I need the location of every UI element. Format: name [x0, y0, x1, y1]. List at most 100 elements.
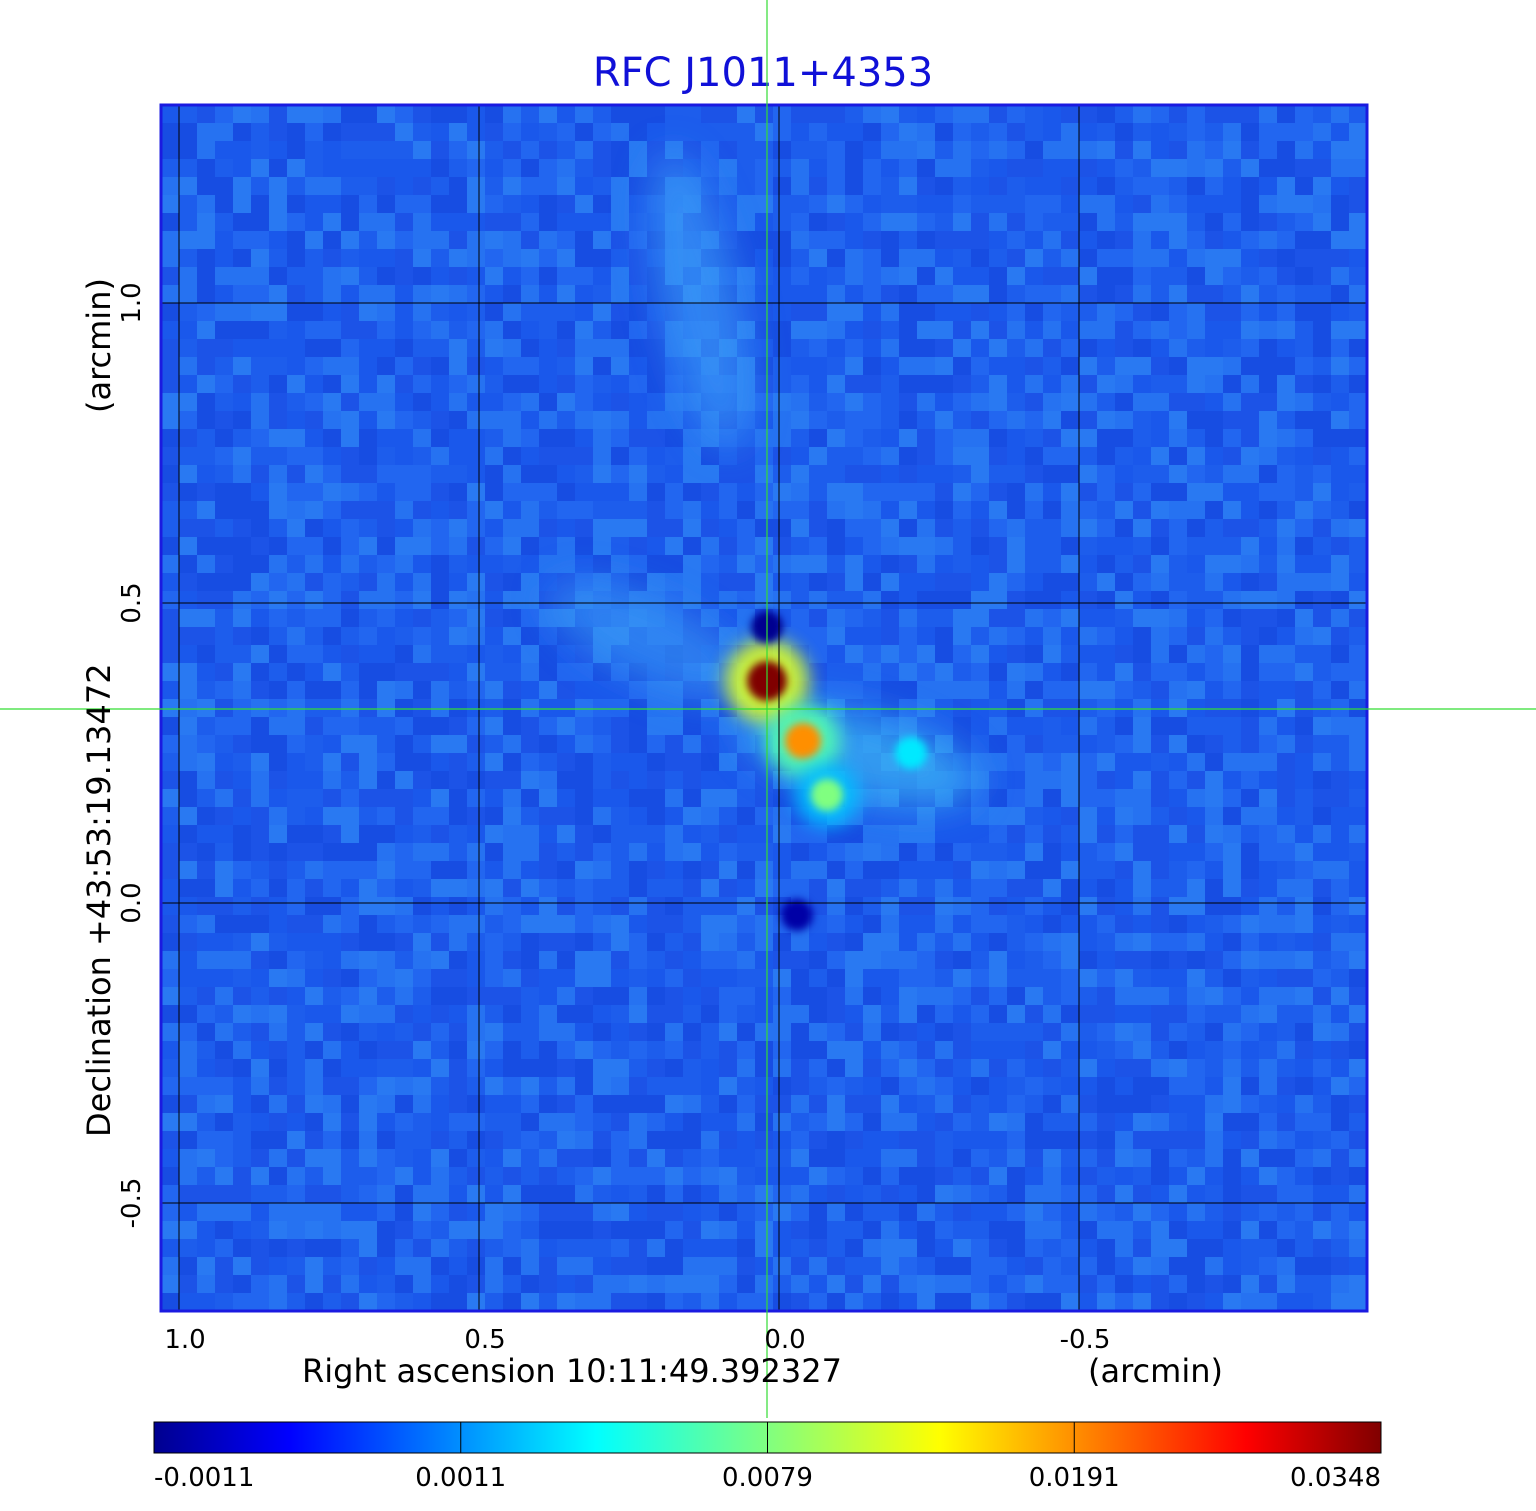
noise-pixel — [557, 735, 575, 753]
noise-pixel — [953, 735, 971, 753]
noise-pixel — [809, 213, 827, 231]
noise-pixel — [773, 447, 791, 465]
noise-pixel — [1115, 951, 1133, 969]
noise-pixel — [737, 1077, 755, 1095]
noise-pixel — [323, 321, 341, 339]
noise-pixel — [161, 1221, 179, 1239]
noise-pixel — [881, 879, 899, 897]
noise-pixel — [197, 357, 215, 375]
noise-pixel — [323, 1041, 341, 1059]
noise-pixel — [485, 645, 503, 663]
noise-pixel — [863, 519, 881, 537]
noise-pixel — [1313, 483, 1331, 501]
noise-pixel — [179, 591, 197, 609]
noise-pixel — [1187, 663, 1205, 681]
noise-pixel — [449, 537, 467, 555]
noise-pixel — [647, 465, 665, 483]
noise-pixel — [917, 1185, 935, 1203]
noise-pixel — [467, 519, 485, 537]
noise-pixel — [287, 645, 305, 663]
noise-pixel — [1097, 195, 1115, 213]
noise-pixel — [953, 915, 971, 933]
noise-pixel — [1151, 1221, 1169, 1239]
noise-pixel — [413, 1167, 431, 1185]
noise-pixel — [1205, 933, 1223, 951]
noise-pixel — [611, 861, 629, 879]
noise-pixel — [881, 447, 899, 465]
noise-pixel — [809, 573, 827, 591]
noise-pixel — [1043, 1113, 1061, 1131]
noise-pixel — [809, 249, 827, 267]
noise-pixel — [863, 1149, 881, 1167]
noise-pixel — [917, 1059, 935, 1077]
noise-pixel — [989, 951, 1007, 969]
noise-pixel — [557, 1131, 575, 1149]
noise-pixel — [179, 195, 197, 213]
noise-pixel — [215, 501, 233, 519]
noise-pixel — [323, 591, 341, 609]
noise-pixel — [1277, 789, 1295, 807]
noise-pixel — [1025, 771, 1043, 789]
noise-pixel — [953, 609, 971, 627]
noise-pixel — [503, 987, 521, 1005]
noise-pixel — [1043, 645, 1061, 663]
noise-pixel — [827, 501, 845, 519]
noise-pixel — [863, 537, 881, 555]
noise-pixel — [269, 645, 287, 663]
noise-pixel — [701, 105, 719, 123]
noise-pixel — [161, 915, 179, 933]
noise-pixel — [593, 1203, 611, 1221]
noise-pixel — [521, 573, 539, 591]
noise-pixel — [755, 771, 773, 789]
noise-pixel — [503, 897, 521, 915]
noise-pixel — [1205, 915, 1223, 933]
noise-pixel — [323, 573, 341, 591]
noise-pixel — [575, 987, 593, 1005]
noise-pixel — [305, 789, 323, 807]
noise-pixel — [863, 861, 881, 879]
noise-pixel — [971, 393, 989, 411]
noise-pixel — [503, 1167, 521, 1185]
noise-pixel — [377, 321, 395, 339]
noise-pixel — [1043, 789, 1061, 807]
noise-pixel — [323, 1059, 341, 1077]
noise-pixel — [161, 375, 179, 393]
noise-pixel — [1349, 357, 1367, 375]
noise-pixel — [827, 1293, 845, 1311]
noise-pixel — [287, 483, 305, 501]
noise-pixel — [1331, 699, 1349, 717]
noise-pixel — [1169, 717, 1187, 735]
noise-pixel — [1259, 1257, 1277, 1275]
noise-pixel — [1331, 591, 1349, 609]
noise-pixel — [575, 357, 593, 375]
noise-pixel — [1295, 1149, 1313, 1167]
noise-pixel — [575, 249, 593, 267]
noise-pixel — [197, 861, 215, 879]
noise-pixel — [755, 861, 773, 879]
noise-pixel — [989, 1059, 1007, 1077]
noise-pixel — [737, 1059, 755, 1077]
noise-pixel — [179, 501, 197, 519]
noise-pixel — [1205, 177, 1223, 195]
noise-pixel — [413, 429, 431, 447]
noise-pixel — [1277, 843, 1295, 861]
noise-pixel — [953, 285, 971, 303]
noise-pixel — [737, 609, 755, 627]
noise-pixel — [215, 1041, 233, 1059]
noise-pixel — [935, 195, 953, 213]
noise-pixel — [629, 861, 647, 879]
noise-pixel — [1115, 1077, 1133, 1095]
noise-pixel — [359, 1149, 377, 1167]
noise-pixel — [881, 573, 899, 591]
noise-pixel — [611, 1077, 629, 1095]
noise-pixel — [1043, 1005, 1061, 1023]
noise-pixel — [485, 717, 503, 735]
noise-pixel — [179, 1059, 197, 1077]
noise-pixel — [287, 843, 305, 861]
noise-pixel — [485, 519, 503, 537]
noise-pixel — [899, 1221, 917, 1239]
noise-pixel — [341, 861, 359, 879]
noise-pixel — [1025, 1041, 1043, 1059]
noise-pixel — [1097, 1257, 1115, 1275]
noise-pixel — [161, 1167, 179, 1185]
